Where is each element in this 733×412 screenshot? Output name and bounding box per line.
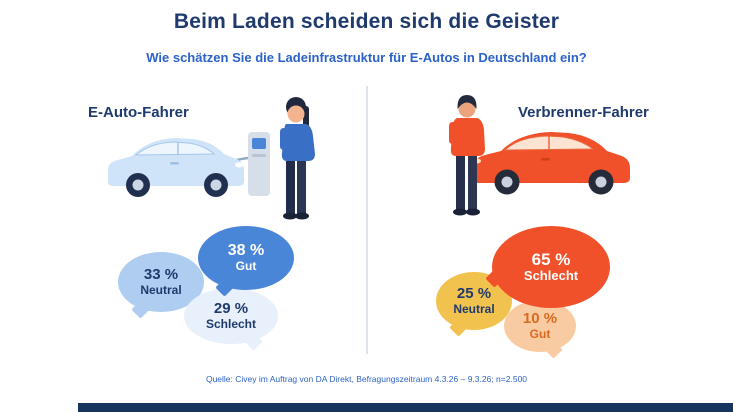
bubble-ev-gut: 38 % Gut <box>198 226 294 290</box>
bubble-value: 33 % <box>143 266 179 284</box>
ev-car-illustration <box>108 138 244 197</box>
page-subtitle: Wie schätzen Sie die Ladeinfrastruktur f… <box>146 50 587 65</box>
bubble-label: Gut <box>529 326 551 341</box>
ev-scene-illustration <box>108 97 315 220</box>
bubble-label: Gut <box>235 259 257 274</box>
combustion-scene-illustration <box>449 95 630 216</box>
vertical-divider <box>366 86 368 354</box>
bubble-label: Neutral <box>453 301 495 316</box>
bubble-value: 65 % <box>531 249 571 269</box>
bubble-ev-neutral: 33 % Neutral <box>118 252 204 312</box>
group-label-combustion-drivers: Verbrenner-Fahrer <box>518 104 649 121</box>
bubble-label: Neutral <box>140 282 182 297</box>
group-label-ev-drivers: E-Auto-Fahrer <box>88 104 189 121</box>
bubble-combustion-gut: 10 % Gut <box>504 300 576 352</box>
bubble-ev-schlecht: 29 % Schlecht <box>184 288 278 344</box>
bottom-accent-bar <box>78 403 733 412</box>
page-title: Beim Laden scheiden sich die Geister <box>173 10 560 33</box>
bubble-label: Schlecht <box>523 268 579 284</box>
combustion-car-illustration <box>473 132 630 195</box>
bubble-value: 10 % <box>522 310 558 328</box>
ev-driver-figure <box>280 97 315 220</box>
source-note: Quelle: Civey im Auftrag von DA Direkt, … <box>205 374 528 384</box>
bubble-label: Schlecht <box>205 316 256 331</box>
bubble-combustion-schlecht: 65 % Schlecht <box>492 226 610 308</box>
bubble-value: 38 % <box>227 241 265 259</box>
combustion-driver-figure <box>449 95 485 216</box>
bubble-value: 29 % <box>213 300 249 318</box>
bubble-value: 25 % <box>456 285 492 303</box>
